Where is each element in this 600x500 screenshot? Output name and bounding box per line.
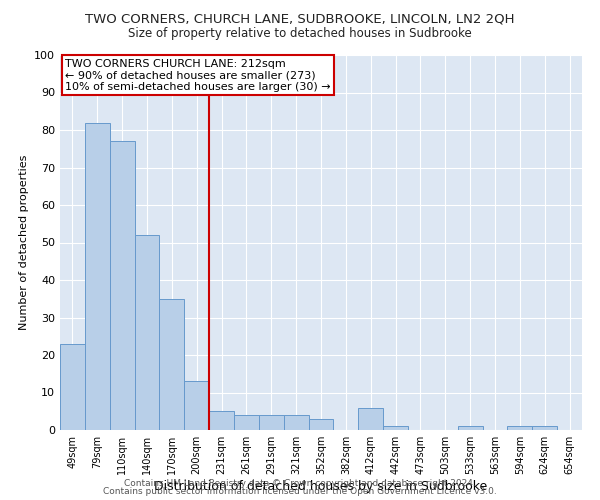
- Bar: [308, 419, 334, 430]
- Bar: [209, 411, 234, 430]
- Bar: [458, 426, 482, 430]
- Bar: [160, 298, 184, 430]
- Bar: [383, 426, 408, 430]
- Bar: [184, 381, 209, 430]
- Text: Size of property relative to detached houses in Sudbrooke: Size of property relative to detached ho…: [128, 28, 472, 40]
- Text: Contains HM Land Registry data © Crown copyright and database right 2024.: Contains HM Land Registry data © Crown c…: [124, 478, 476, 488]
- Bar: [532, 426, 557, 430]
- Bar: [284, 415, 308, 430]
- Bar: [134, 235, 160, 430]
- Text: TWO CORNERS CHURCH LANE: 212sqm
← 90% of detached houses are smaller (273)
10% o: TWO CORNERS CHURCH LANE: 212sqm ← 90% of…: [65, 58, 331, 92]
- X-axis label: Distribution of detached houses by size in Sudbrooke: Distribution of detached houses by size …: [154, 480, 488, 493]
- Bar: [234, 415, 259, 430]
- Bar: [259, 415, 284, 430]
- Bar: [508, 426, 532, 430]
- Y-axis label: Number of detached properties: Number of detached properties: [19, 155, 29, 330]
- Bar: [358, 408, 383, 430]
- Bar: [85, 122, 110, 430]
- Text: Contains public sector information licensed under the Open Government Licence v3: Contains public sector information licen…: [103, 487, 497, 496]
- Bar: [60, 344, 85, 430]
- Bar: [110, 141, 134, 430]
- Text: TWO CORNERS, CHURCH LANE, SUDBROOKE, LINCOLN, LN2 2QH: TWO CORNERS, CHURCH LANE, SUDBROOKE, LIN…: [85, 12, 515, 26]
